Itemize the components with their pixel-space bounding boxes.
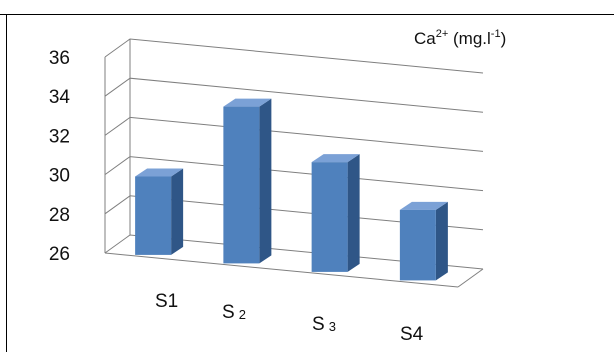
bar-front [399, 209, 436, 281]
y-tick-label: 32 [49, 126, 70, 147]
bar-2 [223, 98, 272, 264]
frame-left-border [6, 14, 7, 352]
bar-front [223, 106, 260, 264]
bar-top [311, 154, 360, 163]
bar-1 [135, 168, 184, 255]
bar-3 [311, 154, 360, 272]
bar-side [259, 98, 272, 264]
y-tick-label: 28 [49, 205, 70, 226]
grid-layer [104, 38, 484, 288]
bar-side [435, 201, 448, 281]
frame-top-border [0, 14, 614, 15]
bar-top [223, 98, 272, 107]
bar-top [135, 168, 184, 177]
chart-title: Ca2+ (mg.l-1) [414, 28, 506, 48]
bar-4 [399, 201, 448, 281]
bar-top [399, 201, 448, 210]
y-tick-label: 34 [49, 87, 71, 108]
floor-front-edge [104, 252, 459, 288]
bars-layer [135, 98, 448, 281]
bar-front [311, 162, 348, 272]
y-tick-label: 30 [49, 166, 70, 187]
bar-side [171, 168, 184, 255]
bar-front [135, 176, 172, 255]
x-category-label: S4 [400, 324, 424, 345]
bar-side [347, 154, 360, 272]
gridline [104, 116, 484, 152]
y-axis-tick-labels: 26 28 30 32 34 36 [49, 48, 71, 265]
y-tick-label: 26 [49, 244, 70, 265]
x-category-label: S1 [155, 291, 178, 312]
floor-right-edge [457, 268, 484, 288]
gridline [104, 77, 484, 113]
x-axis-category-labels: S1 S 2 S 3 S4 [155, 291, 424, 345]
y-tick-label: 36 [49, 48, 70, 69]
